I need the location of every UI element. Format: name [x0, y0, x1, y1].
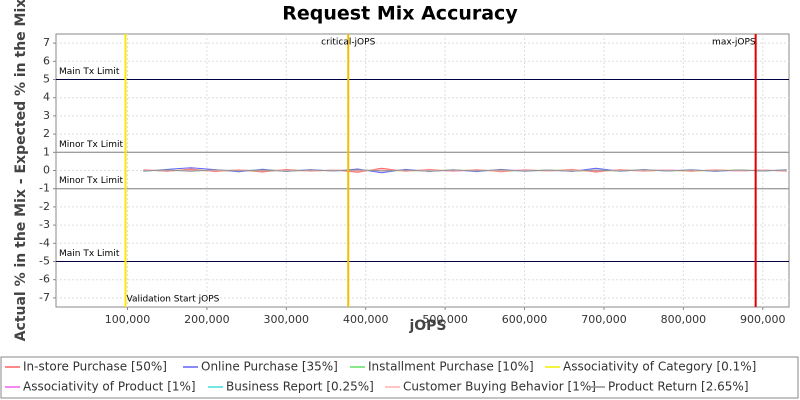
x-axis-label: jOPS	[408, 318, 446, 334]
x-tick-label: 600,000	[502, 313, 548, 326]
legend-label: Business Report [0.25%]	[226, 380, 374, 394]
legend-label: Installment Purchase [10%]	[368, 360, 534, 374]
y-tick-label: 5	[43, 73, 50, 86]
y-tick-label: -6	[39, 273, 50, 286]
y-tick-label: 4	[43, 91, 50, 104]
y-tick-label: 1	[43, 145, 50, 158]
limit-label: Main Tx Limit	[59, 249, 120, 259]
limit-label: Minor Tx Limit	[59, 140, 124, 150]
limit-label: Minor Tx Limit	[59, 176, 124, 186]
x-tick-label: 500,000	[422, 313, 468, 326]
x-tick-label: 200,000	[184, 313, 230, 326]
y-tick-label: -4	[39, 236, 50, 249]
x-tick-label: 400,000	[343, 313, 389, 326]
y-tick-label: 3	[43, 109, 50, 122]
x-tick-label: 100,000	[105, 313, 151, 326]
legend-label: Associativity of Product [1%]	[23, 380, 196, 394]
x-tick-label: 800,000	[661, 313, 707, 326]
y-tick-label: -5	[39, 255, 50, 268]
limit-label: Main Tx Limit	[59, 67, 120, 77]
y-tick-label: -2	[39, 200, 50, 213]
legend-label: Associativity of Category [0.1%]	[563, 360, 756, 374]
y-tick-label: 2	[43, 127, 50, 140]
y-tick-label: 6	[43, 54, 50, 67]
y-axis-label: Actual % in the Mix - Expected % in the …	[13, 0, 29, 341]
legend-label: Product Return [2.65%]	[608, 380, 749, 394]
legend-label: Customer Buying Behavior [1%]	[403, 380, 596, 394]
legend-box	[0, 356, 799, 399]
y-tick-label: -7	[39, 291, 50, 304]
chart-title: Request Mix Accuracy	[282, 3, 518, 25]
legend-label: In-store Purchase [50%]	[23, 360, 167, 374]
x-tick-label: 300,000	[264, 313, 310, 326]
series-line	[143, 169, 787, 172]
y-tick-label: 0	[43, 164, 50, 177]
x-tick-label: 700,000	[581, 313, 627, 326]
y-tick-label: 7	[43, 36, 50, 49]
legend-label: Online Purchase [35%]	[201, 360, 338, 374]
marker-label: critical-jOPS	[321, 38, 375, 48]
y-tick-label: -3	[39, 218, 50, 231]
marker-label: Validation Start jOPS	[126, 295, 219, 305]
x-tick-label: 900,000	[740, 313, 786, 326]
marker-label: max-jOPS	[712, 38, 756, 48]
y-tick-label: -1	[39, 182, 50, 195]
